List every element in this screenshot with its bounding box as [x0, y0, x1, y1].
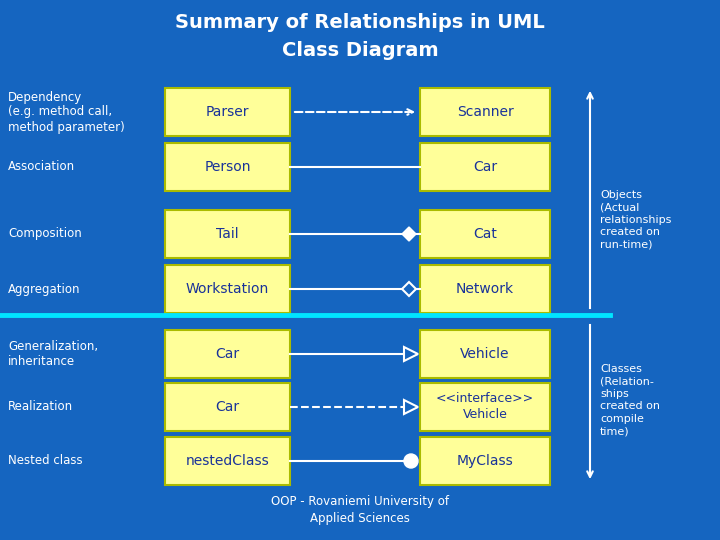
FancyBboxPatch shape	[420, 330, 550, 378]
FancyBboxPatch shape	[420, 265, 550, 313]
Polygon shape	[402, 227, 416, 241]
Text: MyClass: MyClass	[456, 454, 513, 468]
Text: Generalization,
inheritance: Generalization, inheritance	[8, 340, 98, 368]
Text: Car: Car	[215, 400, 240, 414]
Circle shape	[404, 454, 418, 468]
Text: Composition: Composition	[8, 227, 82, 240]
FancyBboxPatch shape	[165, 88, 290, 136]
Text: Objects
(Actual
relationships
created on
run-time): Objects (Actual relationships created on…	[600, 190, 671, 250]
Text: Workstation: Workstation	[186, 282, 269, 296]
FancyBboxPatch shape	[165, 210, 290, 258]
Text: Realization: Realization	[8, 401, 73, 414]
FancyBboxPatch shape	[420, 437, 550, 485]
Text: Association: Association	[8, 160, 75, 173]
Text: Person: Person	[204, 160, 251, 174]
FancyBboxPatch shape	[420, 210, 550, 258]
Text: Tail: Tail	[216, 227, 239, 241]
Text: Car: Car	[473, 160, 497, 174]
FancyBboxPatch shape	[420, 383, 550, 431]
Polygon shape	[402, 282, 416, 296]
Text: Summary of Relationships in UML: Summary of Relationships in UML	[175, 12, 545, 31]
Text: Network: Network	[456, 282, 514, 296]
Text: Classes
(Relation-
ships
created on
compile
time): Classes (Relation- ships created on comp…	[600, 364, 660, 436]
Text: Nested class: Nested class	[8, 455, 83, 468]
Text: OOP - Rovaniemi University of
Applied Sciences: OOP - Rovaniemi University of Applied Sc…	[271, 495, 449, 525]
FancyBboxPatch shape	[420, 143, 550, 191]
Text: Parser: Parser	[206, 105, 249, 119]
Polygon shape	[404, 400, 418, 414]
FancyBboxPatch shape	[165, 143, 290, 191]
Polygon shape	[404, 347, 418, 361]
Text: Class Diagram: Class Diagram	[282, 40, 438, 59]
Text: Vehicle: Vehicle	[460, 347, 510, 361]
Text: Car: Car	[215, 347, 240, 361]
FancyBboxPatch shape	[165, 383, 290, 431]
Text: nestedClass: nestedClass	[186, 454, 269, 468]
FancyBboxPatch shape	[165, 437, 290, 485]
FancyBboxPatch shape	[420, 88, 550, 136]
Text: Aggregation: Aggregation	[8, 282, 81, 295]
Text: Dependency
(e.g. method call,
method parameter): Dependency (e.g. method call, method par…	[8, 91, 125, 133]
FancyBboxPatch shape	[165, 330, 290, 378]
FancyBboxPatch shape	[165, 265, 290, 313]
Text: Scanner: Scanner	[456, 105, 513, 119]
Text: Cat: Cat	[473, 227, 497, 241]
Text: <<interface>>
Vehicle: <<interface>> Vehicle	[436, 393, 534, 422]
